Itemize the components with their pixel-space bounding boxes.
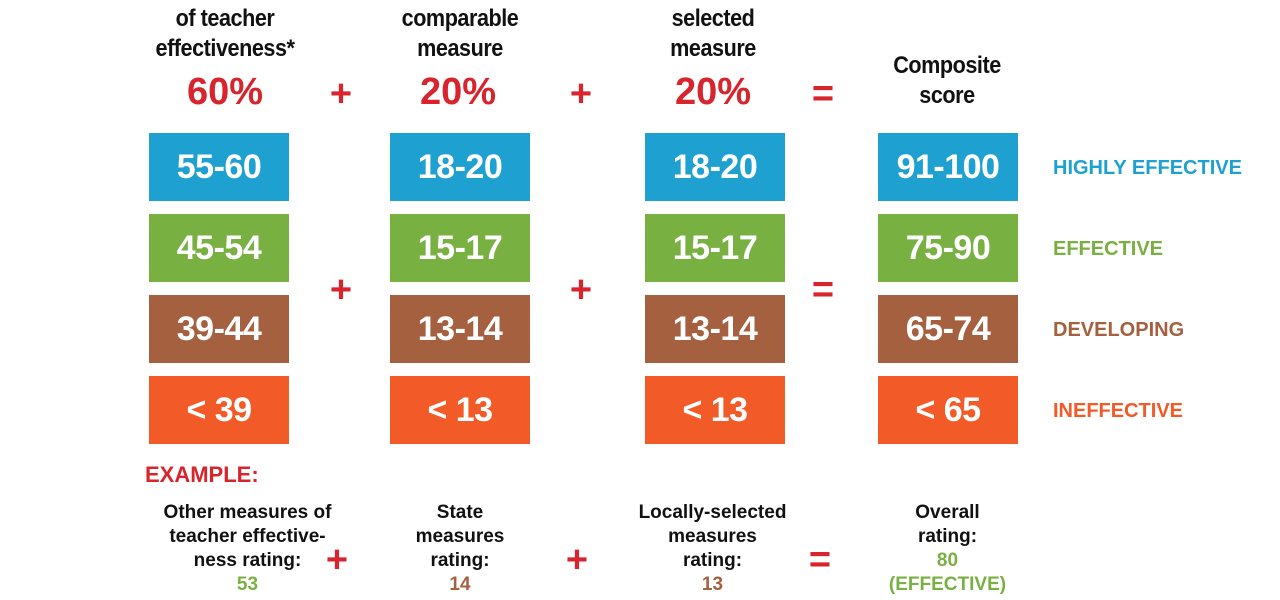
score-box-col2-ineffective: < 13 — [390, 376, 530, 444]
example-col4-line2: rating: — [917, 526, 978, 547]
header-col2: comparable measure — [357, 4, 564, 64]
composite-box-ineffective: < 65 — [878, 376, 1018, 444]
score-box-col1-developing: 39-44 — [149, 295, 289, 363]
example-col3: Locally-selected measures rating: 13 — [620, 501, 805, 597]
plus-operator-example-1: + — [325, 539, 349, 581]
example-col4-rating: (EFFECTIVE) — [888, 574, 1007, 595]
header-col3-line2: measure — [670, 35, 756, 62]
plus-operator-example-2: + — [565, 539, 589, 581]
example-col2-line1: State — [436, 502, 484, 523]
score-box-col1-highly-effective: 55-60 — [149, 133, 289, 201]
example-col4-value: 80 — [936, 550, 959, 571]
rating-label-developing: DEVELOPING — [1053, 319, 1185, 341]
rating-label-ineffective: INEFFECTIVE — [1053, 400, 1184, 422]
example-col4: Overall rating: 80 (EFFECTIVE) — [870, 501, 1025, 597]
example-col3-line1: Locally-selected — [638, 502, 787, 523]
rating-label-highly-effective: HIGHLY EFFECTIVE — [1053, 157, 1242, 179]
plus-operator-top-1: + — [329, 73, 353, 115]
example-col1: Other measures of teacher effective- nes… — [140, 501, 355, 597]
score-box-col2-highly-effective: 18-20 — [390, 133, 530, 201]
equals-operator-mid: = — [811, 269, 835, 311]
score-box-col3-highly-effective: 18-20 — [645, 133, 785, 201]
equals-operator-example: = — [808, 539, 832, 581]
header-col3-line1: selected — [671, 5, 755, 32]
header-col2-line2: measure — [417, 35, 503, 62]
score-box-col2-developing: 13-14 — [390, 295, 530, 363]
percent-col3: 20% — [674, 71, 752, 113]
score-box-col1-effective: 45-54 — [149, 214, 289, 282]
composite-box-highly-effective: 91-100 — [878, 133, 1018, 201]
example-col1-line1: Other measures of — [163, 502, 332, 523]
header-col1-line1: of teacher — [175, 5, 275, 32]
example-col4-line1: Overall — [915, 502, 980, 523]
score-box-col3-effective: 15-17 — [645, 214, 785, 282]
example-col1-line3: ness rating: — [193, 550, 302, 571]
header-col1: of teacher effectiveness* — [122, 4, 329, 64]
example-col3-line3: rating: — [682, 550, 743, 571]
example-col3-line2: measures — [668, 526, 757, 547]
header-col3: selected measure — [610, 4, 817, 64]
example-col3-value: 13 — [701, 574, 724, 595]
composite-box-effective: 75-90 — [878, 214, 1018, 282]
example-col2-line3: rating: — [430, 550, 490, 571]
example-col2-line2: measures — [415, 526, 505, 547]
score-box-col3-ineffective: < 13 — [645, 376, 785, 444]
header-col2-line1: comparable — [401, 5, 519, 32]
example-col1-line2: teacher effective- — [169, 526, 326, 547]
plus-operator-top-2: + — [569, 73, 593, 115]
header-col1-line2: effectiveness* — [155, 35, 295, 62]
percent-col2: 20% — [419, 71, 497, 113]
rating-label-effective: EFFECTIVE — [1053, 238, 1164, 260]
example-col1-value: 53 — [236, 574, 259, 595]
composite-box-developing: 65-74 — [878, 295, 1018, 363]
example-title: EXAMPLE: — [145, 462, 259, 487]
score-box-col2-effective: 15-17 — [390, 214, 530, 282]
plus-operator-mid-2: + — [569, 269, 593, 311]
example-col2: State measures rating: 14 — [380, 501, 540, 597]
header-col4-line2: score — [919, 82, 975, 109]
percent-col1: 60% — [186, 71, 264, 113]
header-col4: Composite score — [844, 51, 1051, 111]
example-col2-value: 14 — [449, 574, 471, 595]
score-box-col3-developing: 13-14 — [645, 295, 785, 363]
header-col4-line1: Composite — [893, 52, 1001, 79]
plus-operator-mid-1: + — [329, 269, 353, 311]
score-box-col1-ineffective: < 39 — [149, 376, 289, 444]
equals-operator-top: = — [811, 73, 835, 115]
